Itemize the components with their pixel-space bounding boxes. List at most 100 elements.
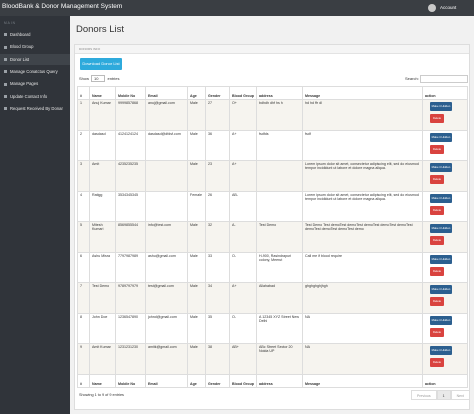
action-cell: Make it Hidden Delete <box>422 221 468 253</box>
column-header[interactable]: Message <box>302 86 423 100</box>
column-header[interactable]: Email <box>145 86 188 100</box>
table-cell: Male <box>187 343 206 375</box>
table-cell <box>256 160 303 192</box>
table-cell: O- <box>229 312 257 344</box>
length-control: Show 10 entries <box>79 75 119 82</box>
delete-button[interactable]: Delete <box>430 114 444 123</box>
table-cell: AB- <box>229 190 257 222</box>
column-header[interactable]: action <box>422 86 468 100</box>
sidebar-item-label: Request Received By Donar <box>10 105 63 111</box>
sidebar-icon <box>4 107 7 111</box>
column-header[interactable]: Gender <box>205 86 230 100</box>
table-cell: A+ <box>229 129 257 161</box>
hide-button[interactable]: Make it Hidden <box>430 315 452 325</box>
hide-button[interactable]: Make it Hidden <box>430 285 452 294</box>
action-cell: Make it Hidden Delete <box>422 282 468 314</box>
table-cell: 33 <box>205 251 230 283</box>
sidebar-item[interactable]: Blood Group <box>0 41 70 52</box>
avatar[interactable] <box>428 4 436 12</box>
sidebar-item-label: Dashboard <box>10 32 31 37</box>
column-header[interactable]: address <box>256 373 303 388</box>
sidebar-item[interactable]: Donor List <box>0 53 70 65</box>
column-header[interactable]: Age <box>187 86 206 100</box>
hide-button[interactable]: Make it Hidden <box>430 254 452 264</box>
table-cell: 1231231230 <box>115 343 146 375</box>
table-cell: Male <box>187 99 206 131</box>
length-select[interactable]: 10 <box>91 75 106 82</box>
search-label: Search: <box>405 76 419 81</box>
table-cell: Test Demo Test demoTest demoTest demoTes… <box>302 221 423 253</box>
table-cell: Anuj Kumar <box>89 99 116 131</box>
table-cell <box>145 190 188 222</box>
table-cell: AB+ <box>229 343 257 375</box>
delete-button[interactable]: Delete <box>430 144 444 154</box>
hide-button[interactable]: Make it Hidden <box>430 163 452 172</box>
hide-button[interactable]: Make it Hidden <box>430 224 452 233</box>
table-cell: 7 <box>77 282 90 314</box>
table-cell: bdhdh dhf hs h <box>256 99 303 131</box>
download-button[interactable]: Download Donor List <box>80 58 122 70</box>
hide-button[interactable]: Make it Hidden <box>430 102 452 111</box>
column-header[interactable]: # <box>77 373 90 388</box>
table-cell: Female <box>187 190 206 222</box>
delete-button[interactable]: Delete <box>430 236 444 245</box>
sidebar-item-label: Update Contact Info <box>10 93 48 99</box>
table-cell: 4235235235 <box>115 160 146 192</box>
footer-row: # Name Mobile No Email Age Gender Blood Group a… <box>77 373 468 388</box>
delete-button[interactable]: Delete <box>430 327 444 337</box>
delete-button[interactable]: Delete <box>430 175 444 184</box>
column-header[interactable]: Mobile No <box>115 86 146 100</box>
delete-button[interactable]: Delete <box>430 266 444 276</box>
table-cell: Mitesh Kumari <box>89 221 116 253</box>
column-header[interactable]: Name <box>89 373 116 388</box>
column-header[interactable]: # <box>77 86 90 100</box>
column-header[interactable]: Blood Group <box>229 86 257 100</box>
table-cell: A 12345 XYZ Street New Delhi <box>256 312 303 344</box>
hide-button[interactable]: Make it Hidden <box>430 346 452 355</box>
hide-button[interactable]: Make it Hidden <box>430 132 452 142</box>
column-header[interactable]: Name <box>89 86 116 100</box>
account-menu[interactable]: Account <box>440 5 457 10</box>
column-header[interactable]: Message <box>302 373 423 388</box>
delete-button[interactable]: Delete <box>430 205 444 215</box>
sidebar-item[interactable]: Dashboard <box>0 29 70 40</box>
table-cell: 6 <box>77 251 90 283</box>
table-cell: Ratigg <box>89 190 116 222</box>
column-header[interactable]: Blood Group <box>229 373 257 388</box>
page-button[interactable]: 1 <box>436 390 451 400</box>
table-row: 8 John Doe 1236547890 johnd@gmail.com Male 35… <box>77 312 468 344</box>
table-cell: dasdasd <box>89 129 116 161</box>
table-cell: 4124124124 <box>115 129 146 161</box>
table-cell: Lorem ipsum dolor sit amet, consectetur … <box>302 190 423 222</box>
table-cell: 8569855544 <box>115 221 146 253</box>
table-cell: 8 <box>77 312 90 344</box>
delete-button[interactable]: Delete <box>430 297 444 306</box>
table-cell: Amit Kumar <box>89 343 116 375</box>
table-cell: dasdasd@dfdsf.com <box>145 129 188 161</box>
column-header[interactable]: address <box>256 86 303 100</box>
sidebar-item[interactable]: Request Received By Donar <box>0 103 70 114</box>
page-button[interactable]: Next <box>450 390 470 400</box>
sidebar-item[interactable]: Manage Conatctus Query <box>0 66 70 77</box>
table-cell: 1236547890 <box>115 312 146 344</box>
table-row: 5 Mitesh Kumari 8569855544 info@test.com Mal… <box>77 221 468 253</box>
table-cell: Male <box>187 312 206 344</box>
table-cell: 36 <box>205 129 230 161</box>
delete-button[interactable]: Delete <box>430 358 444 367</box>
table-cell: 3534345345 <box>115 190 146 222</box>
sidebar-item-label: Manage Conatctus Query <box>10 68 58 74</box>
column-header[interactable]: Email <box>145 373 188 388</box>
sidebar-item[interactable]: Manage Pages <box>0 78 70 89</box>
action-cell: Make it Hidden Delete <box>422 343 468 375</box>
search-input[interactable] <box>420 75 468 83</box>
entries-label: entries <box>107 76 120 81</box>
sidebar-icon <box>4 94 7 98</box>
sidebar-item-label: Manage Pages <box>10 81 39 87</box>
column-header[interactable]: action <box>422 373 468 388</box>
column-header[interactable]: Gender <box>205 373 230 388</box>
column-header[interactable]: Mobile No <box>115 373 146 388</box>
hide-button[interactable]: Make it Hidden <box>430 193 452 203</box>
sidebar-item[interactable]: Update Contact Info <box>0 91 70 102</box>
page-button[interactable]: Previous <box>411 390 437 400</box>
column-header[interactable]: Age <box>187 373 206 388</box>
